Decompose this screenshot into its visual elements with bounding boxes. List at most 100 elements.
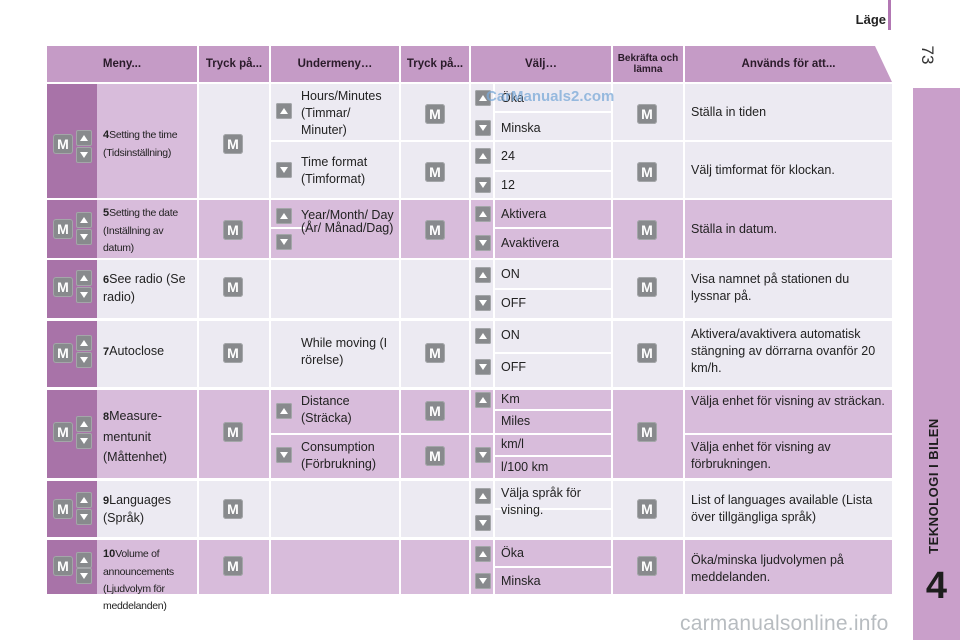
m-button[interactable]: M bbox=[637, 104, 657, 124]
m-button[interactable]: M bbox=[223, 422, 243, 442]
col-header-menu: Meny... bbox=[47, 46, 197, 82]
menu-item-5: 5Setting the date (Inställning av datum) bbox=[103, 204, 195, 256]
m-button[interactable]: M bbox=[53, 277, 73, 297]
up-arrow-button[interactable] bbox=[76, 335, 92, 351]
down-arrow-button[interactable] bbox=[276, 162, 292, 178]
down-arrow-button[interactable] bbox=[475, 447, 491, 463]
up-arrow-button[interactable] bbox=[475, 148, 491, 164]
m-button[interactable]: M bbox=[53, 343, 73, 363]
down-arrow-button[interactable] bbox=[475, 573, 491, 589]
m-button[interactable]: M bbox=[53, 134, 73, 154]
option-miles: Miles bbox=[501, 414, 531, 428]
header-accent-bar bbox=[888, 0, 891, 30]
m-button[interactable]: M bbox=[425, 446, 445, 466]
menu-label-6: See radio (Se radio) bbox=[103, 272, 186, 304]
up-arrow-button[interactable] bbox=[475, 267, 491, 283]
option-l-100km: l/100 km bbox=[501, 460, 549, 474]
m-button[interactable]: M bbox=[425, 401, 445, 421]
m-button[interactable]: M bbox=[223, 277, 243, 297]
menu-item-4: 4Setting the time (Tidsinställning) bbox=[103, 126, 195, 161]
use-see-radio: Visa namnet på stationen du lyssnar på. bbox=[691, 272, 850, 303]
down-arrow-button[interactable] bbox=[475, 359, 491, 375]
option-off: OFF bbox=[501, 296, 526, 310]
option-minska: Minska bbox=[501, 121, 541, 135]
up-arrow-button[interactable] bbox=[76, 416, 92, 432]
down-arrow-button[interactable] bbox=[76, 352, 92, 368]
page-number: 73 bbox=[918, 45, 937, 65]
up-arrow-button[interactable] bbox=[76, 130, 92, 146]
chapter-tab bbox=[913, 88, 960, 640]
m-button[interactable]: M bbox=[425, 162, 445, 182]
down-arrow-button[interactable] bbox=[276, 447, 292, 463]
use-set-date: Ställa in datum. bbox=[691, 222, 778, 236]
up-arrow-button[interactable] bbox=[76, 270, 92, 286]
submenu-while-moving: While moving (I rörelse) bbox=[301, 336, 388, 367]
menu-num-5: 5 bbox=[103, 207, 110, 219]
watermark-top: CarManuals2.com bbox=[486, 88, 615, 105]
up-arrow-button[interactable] bbox=[76, 212, 92, 228]
m-button[interactable]: M bbox=[637, 277, 657, 297]
up-arrow-button[interactable] bbox=[76, 492, 92, 508]
down-arrow-button[interactable] bbox=[475, 120, 491, 136]
menu-label-5: Setting the date (Inställning av datum) bbox=[103, 207, 178, 254]
up-arrow-button[interactable] bbox=[276, 208, 292, 224]
m-button[interactable]: M bbox=[425, 220, 445, 240]
menu-num-6: 6 bbox=[103, 274, 110, 286]
m-button[interactable]: M bbox=[425, 343, 445, 363]
menu-item-8: 8Measure- mentunit (Måttenhet) bbox=[103, 406, 195, 467]
up-arrow-button[interactable] bbox=[475, 328, 491, 344]
down-arrow-button[interactable] bbox=[76, 509, 92, 525]
use-consumption: Välja enhet för visning av förbrukningen… bbox=[691, 440, 831, 471]
use-languages: List of languages available (Lista över … bbox=[691, 493, 873, 524]
m-button[interactable]: M bbox=[223, 343, 243, 363]
down-arrow-button[interactable] bbox=[475, 295, 491, 311]
m-button[interactable]: M bbox=[637, 499, 657, 519]
up-arrow-button[interactable] bbox=[475, 546, 491, 562]
m-button[interactable]: M bbox=[637, 422, 657, 442]
use-set-time: Ställa in tiden bbox=[691, 105, 767, 119]
m-button[interactable]: M bbox=[223, 134, 243, 154]
option-minska: Minska bbox=[501, 574, 541, 588]
m-button[interactable]: M bbox=[637, 556, 657, 576]
up-arrow-button[interactable] bbox=[276, 403, 292, 419]
up-arrow-button[interactable] bbox=[475, 392, 491, 408]
option-avaktivera: Avaktivera bbox=[501, 236, 560, 250]
menu-num-4: 4 bbox=[103, 129, 110, 141]
watermark-bottom: carmanualsonline.info bbox=[680, 612, 889, 635]
m-button[interactable]: M bbox=[637, 343, 657, 363]
down-arrow-button[interactable] bbox=[475, 235, 491, 251]
down-arrow-button[interactable] bbox=[276, 234, 292, 250]
m-button[interactable]: M bbox=[53, 422, 73, 442]
up-arrow-button[interactable] bbox=[475, 488, 491, 504]
m-button[interactable]: M bbox=[53, 556, 73, 576]
down-arrow-button[interactable] bbox=[76, 568, 92, 584]
option-off: OFF bbox=[501, 360, 526, 374]
m-button[interactable]: M bbox=[637, 162, 657, 182]
menu-item-10: 10Volume of announcements (Ljudvolym för… bbox=[103, 545, 195, 614]
menu-label-9: Languages (Språk) bbox=[103, 493, 171, 525]
option-24: 24 bbox=[501, 149, 515, 163]
up-arrow-button[interactable] bbox=[276, 103, 292, 119]
down-arrow-button[interactable] bbox=[76, 147, 92, 163]
down-arrow-button[interactable] bbox=[475, 515, 491, 531]
down-arrow-button[interactable] bbox=[76, 287, 92, 303]
up-arrow-button[interactable] bbox=[475, 206, 491, 222]
m-button[interactable]: M bbox=[223, 220, 243, 240]
m-button[interactable]: M bbox=[223, 556, 243, 576]
m-button[interactable]: M bbox=[223, 499, 243, 519]
option-km: Km bbox=[501, 392, 520, 406]
use-distance: Välja enhet för visning av sträckan. bbox=[691, 394, 885, 408]
down-arrow-button[interactable] bbox=[475, 177, 491, 193]
m-button[interactable]: M bbox=[425, 104, 445, 124]
m-button[interactable]: M bbox=[53, 219, 73, 239]
up-arrow-button[interactable] bbox=[76, 552, 92, 568]
menu-label-4: Setting the time (Tidsinställning) bbox=[103, 129, 178, 159]
down-arrow-button[interactable] bbox=[76, 229, 92, 245]
menu-num-9: 9 bbox=[103, 495, 110, 507]
m-button[interactable]: M bbox=[637, 220, 657, 240]
up-arrow-button[interactable] bbox=[475, 90, 491, 106]
m-button[interactable]: M bbox=[53, 499, 73, 519]
menu-num-8: 8 bbox=[103, 411, 110, 423]
option-on: ON bbox=[501, 328, 520, 342]
down-arrow-button[interactable] bbox=[76, 433, 92, 449]
